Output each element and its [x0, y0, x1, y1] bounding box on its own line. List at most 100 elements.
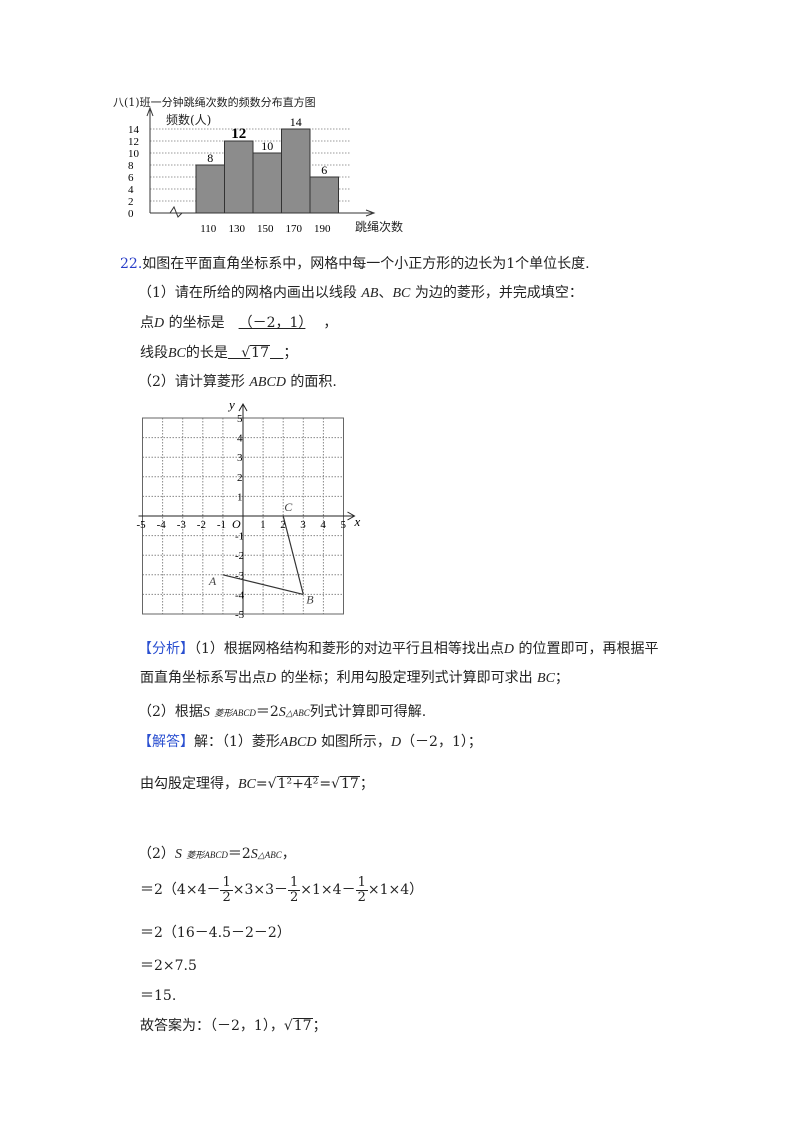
t: ，	[281, 846, 296, 862]
t: ＝2	[255, 704, 279, 720]
bar-data-label: 6	[321, 163, 327, 177]
t: △ABC	[257, 850, 282, 860]
y-tick-label: 8	[128, 160, 134, 172]
t: S	[202, 705, 210, 720]
t: 的长是	[185, 345, 228, 361]
y-tick-label: 14	[128, 124, 140, 136]
point-label-B: B	[306, 592, 314, 606]
x-axis-label: x	[354, 514, 361, 529]
y-tick-label: 12	[128, 136, 139, 148]
t: D	[154, 316, 165, 331]
t: 的位置即可，再根据平	[518, 641, 659, 657]
t: ×1×4－	[300, 882, 356, 898]
t: ABCD	[279, 735, 317, 750]
coordinate-grid: x y O -5 -5 -4 -4 -3 -3 -2 -2 -1 -1 1 1 2 2 3 3 4 4 5 5 A B C	[137, 397, 361, 621]
solution-step-1: ＝2（4×4－ 1 2 ×3×3－ 1 2 ×1×4－ 1 2 ×1×4）	[140, 872, 423, 908]
bar-data-label: 12	[231, 126, 246, 142]
y-tick-label: 5	[237, 413, 243, 425]
t: =	[255, 776, 268, 792]
t: ；	[554, 670, 569, 686]
part2-question: （2）请计算菱形 ABCD 的面积.	[138, 373, 337, 392]
t: 列式计算即可得解.	[309, 704, 427, 720]
t: BC	[392, 286, 411, 301]
histogram-ylabel: 频数(人)	[166, 113, 212, 127]
t: 菱形ABCD	[186, 850, 228, 860]
t: △ABC	[285, 708, 310, 718]
t: BC	[238, 777, 256, 792]
bar-data-label: 14	[290, 115, 302, 129]
point-label-C: C	[284, 500, 293, 514]
t: S	[174, 847, 182, 862]
x-tick-label: 190	[314, 223, 331, 235]
solution-part2: （2）S 菱形ABCD＝2S△ABC，	[138, 845, 296, 864]
t: 故答案为：（－2，1），	[140, 1018, 284, 1034]
t: 为边的菱形，并完成填空：	[414, 285, 583, 301]
t: 2	[357, 889, 366, 905]
x-axis-arrow	[347, 511, 356, 521]
t: 的坐标；利用勾股定理列式计算即可求出	[280, 670, 533, 686]
t: （2）请计算菱形	[138, 374, 245, 390]
y-tick-label: 4	[237, 433, 243, 445]
y-tick-label: 3	[237, 452, 243, 464]
x-tick-label: 2	[280, 519, 286, 531]
histogram-bar	[281, 128, 311, 214]
y-tick-label: -3	[235, 570, 245, 582]
solution-step-2: ＝2（16－4.5－2－2）	[140, 925, 291, 941]
t: ，	[323, 315, 338, 331]
t: 1	[288, 874, 301, 891]
t: 、	[378, 285, 393, 301]
t: （2）根据	[138, 704, 203, 720]
solution-step-4: ＝15.	[140, 988, 177, 1004]
bar-data-label: 8	[207, 151, 213, 165]
t: S	[278, 705, 286, 720]
t: （1）根据网格结构和菱形的对边平行且相等找出点	[194, 641, 504, 657]
segment-BC	[282, 515, 304, 595]
t: （－2，1）；	[401, 734, 482, 750]
solution-line-1: 【解答】解：（1）菱形ABCD 如图所示，D（－2，1）；	[138, 733, 482, 752]
t: （2）	[138, 846, 175, 862]
t: AB	[361, 286, 379, 301]
y-axis-label: y	[227, 397, 235, 412]
t: ×1×4）	[367, 882, 424, 898]
t: 由勾股定理得，	[140, 776, 238, 792]
t: 面直角坐标系写出点	[140, 670, 266, 686]
solution-line-2: 由勾股定理得，BC=√1²+4²=√17；	[140, 776, 374, 792]
solution-step-3: ＝2×7.5	[140, 958, 197, 974]
histogram-title: 八(1)班一分钟跳绳次数的频数分布直方图	[113, 96, 316, 109]
x-tick-label: 130	[229, 223, 246, 235]
t: BC	[168, 346, 186, 361]
x-tick-label: -1	[217, 519, 226, 531]
part1-question: （1）请在所给的网格内画出以线段 AB、BC 为边的菱形，并完成填空：	[138, 284, 583, 303]
t: （1）请在所给的网格内画出以线段	[138, 285, 357, 301]
x-tick-label: 170	[286, 223, 303, 235]
t: 1²+4²	[276, 776, 320, 792]
x-tick-label: 110	[200, 223, 217, 235]
stem-text: 如图在平面直角坐标系中，网格中每一个小正方形的边长为1个单位长度.	[142, 256, 590, 272]
y-axis-arrow	[238, 402, 248, 412]
t: BC	[537, 671, 555, 686]
problem-number: 22.	[120, 256, 143, 272]
x-tick-label: -2	[197, 519, 206, 531]
t: D	[503, 642, 515, 657]
y-axis-arrow	[146, 106, 154, 117]
d-answer: （－2，1）	[238, 315, 306, 331]
t: ABCD	[249, 375, 286, 390]
analysis-line-2: 面直角坐标系写出点D 的坐标；利用勾股定理列式计算即可求出 BC；	[140, 669, 569, 688]
y-tick-label: 0	[128, 208, 134, 220]
t: 如图所示，	[320, 734, 391, 750]
y-tick-label: 4	[128, 184, 134, 196]
t: ；	[359, 776, 374, 792]
t: 线段	[140, 345, 168, 361]
point-d-fill: 点D 的坐标是 （－2，1） ，	[140, 314, 337, 333]
x-tick-label: -3	[177, 519, 187, 531]
problem-stem: 22.如图在平面直角坐标系中，网格中每一个小正方形的边长为1个单位长度.	[120, 255, 590, 273]
t: 菱形ABCD	[214, 708, 256, 718]
t: S	[250, 847, 258, 862]
analysis-line-3: （2）根据S 菱形ABCD＝2S△ABC列式计算即可得解.	[138, 703, 426, 722]
histogram-bar	[252, 152, 282, 214]
t: ＝2	[227, 846, 251, 862]
bar-data-label: 10	[261, 139, 273, 153]
